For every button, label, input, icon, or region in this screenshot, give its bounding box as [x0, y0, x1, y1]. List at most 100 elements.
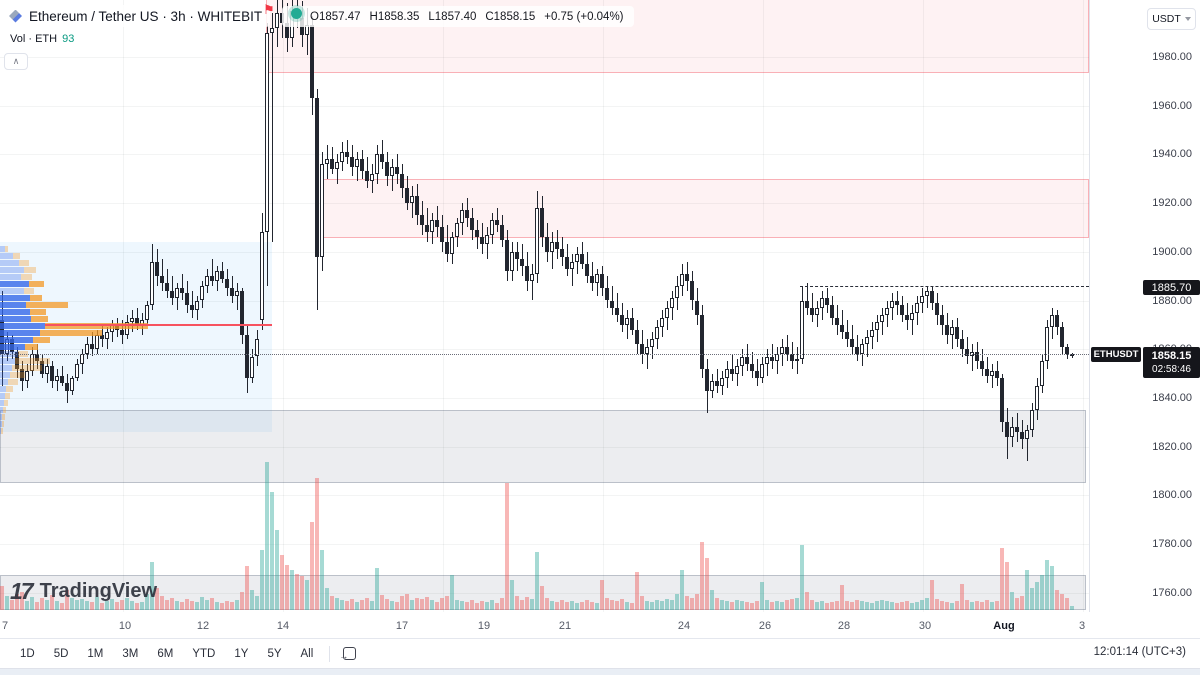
volume-profile-bar-buy	[0, 358, 15, 364]
candle-body	[145, 305, 149, 320]
candle-body	[415, 195, 419, 216]
candle-wick	[951, 319, 953, 350]
volume-legend-row[interactable]: Vol · ETH 93	[4, 30, 81, 47]
ohlc-high: H1858.35	[369, 10, 420, 23]
candle-body	[440, 227, 444, 243]
candle-body	[235, 290, 239, 296]
volume-bar	[695, 594, 699, 610]
volume-bar	[380, 595, 384, 610]
price-tick-label: 1920.00	[1152, 197, 1192, 209]
volume-bar	[985, 600, 989, 610]
candle-body	[560, 249, 564, 257]
volume-bar	[555, 602, 559, 610]
range-button-5y[interactable]: 5Y	[267, 647, 282, 660]
candle-body	[40, 361, 44, 374]
volume-profile-bar-buy	[0, 281, 29, 287]
candle-body	[520, 259, 524, 267]
volume-profile-bar-buy	[0, 246, 5, 252]
candle-body	[850, 339, 854, 347]
volume-bar	[50, 595, 54, 610]
volume-bar	[735, 600, 739, 610]
price-tick-label: 1760.00	[1152, 587, 1192, 599]
candle-body	[1055, 315, 1059, 328]
volume-bar	[185, 599, 189, 610]
candle-body	[350, 156, 354, 167]
volume-bar	[20, 592, 24, 610]
volume-bar	[905, 601, 909, 610]
candle-body	[50, 366, 54, 381]
candle-body	[650, 339, 654, 347]
chart-legend: Ethereum / Tether US · 3h · WHITEBIT Vol…	[4, 5, 271, 70]
candle-body	[365, 171, 369, 182]
volume-profile-bar-sell	[30, 309, 46, 315]
time-axis[interactable]: 7 10 12 14 17 19 21 24 26 28 30 Aug 3	[0, 612, 1200, 639]
go-to-date-icon[interactable]: →	[339, 646, 357, 661]
volume-bar	[1060, 594, 1064, 610]
volume-bar	[35, 602, 39, 610]
clock-timezone-label[interactable]: 12:01:14 (UTC+3)	[1093, 646, 1186, 658]
symbol-title-row[interactable]: Ethereum / Tether US · 3h · WHITEBIT	[4, 5, 271, 27]
currency-toggle-button[interactable]: USDT	[1147, 8, 1196, 30]
toolbar-divider	[329, 645, 331, 662]
range-button-ytd[interactable]: YTD	[192, 647, 216, 660]
event-dot-marker[interactable]	[291, 8, 302, 19]
volume-profile-bar-sell	[6, 386, 13, 392]
volume-bar	[925, 598, 929, 610]
grid-line-horizontal	[0, 447, 1089, 448]
volume-bar	[975, 601, 979, 610]
candle-wick	[971, 344, 973, 372]
volume-bar	[300, 576, 304, 610]
volume-bar	[980, 602, 984, 610]
candle-body	[375, 154, 379, 174]
collapse-legend-button[interactable]: ∧	[4, 52, 28, 70]
volume-bar	[620, 599, 624, 610]
volume-bar	[470, 600, 474, 610]
volume-bar	[910, 603, 914, 610]
candle-body	[865, 337, 869, 345]
volume-bar	[105, 601, 109, 610]
volume-profile-bar-buy	[0, 302, 26, 308]
volume-bar	[240, 592, 244, 610]
volume-bar	[1040, 575, 1044, 610]
price-tick-label: 1880.00	[1152, 295, 1192, 307]
candle-body	[65, 383, 69, 391]
candle-body	[995, 371, 999, 379]
candle-body	[45, 366, 49, 374]
price-axis[interactable]: 1980.00 1960.00 1940.00 1920.00 1900.00 1880.…	[1089, 0, 1200, 612]
candle-body	[445, 242, 449, 255]
volume-bar	[115, 602, 119, 610]
alert-flag-icon[interactable]: ⚑	[263, 2, 275, 17]
volume-bar	[875, 601, 879, 610]
range-button-all[interactable]: All	[300, 647, 314, 660]
volume-bar	[775, 601, 779, 610]
time-tick-label: 21	[558, 620, 572, 632]
volume-bar	[225, 601, 229, 610]
volume-bar	[820, 601, 824, 610]
range-button-1m[interactable]: 1M	[87, 647, 104, 660]
range-button-3m[interactable]: 3M	[122, 647, 139, 660]
volume-bar	[170, 598, 174, 610]
candle-body	[465, 210, 469, 218]
range-button-1y[interactable]: 1Y	[234, 647, 249, 660]
volume-profile-bar-sell	[30, 295, 42, 301]
range-button-5d[interactable]: 5D	[53, 647, 69, 660]
grid-line-vertical	[443, 0, 444, 612]
candle-body	[635, 329, 639, 345]
volume-bar	[540, 586, 544, 610]
ohlc-close: C1858.15	[485, 10, 536, 23]
candle-body	[1050, 315, 1054, 328]
volume-bar	[295, 574, 299, 610]
volume-bar	[590, 602, 594, 610]
volume-bar	[75, 600, 79, 610]
volume-bar	[0, 586, 4, 610]
chart-pane[interactable]: 17 TradingView	[0, 0, 1089, 612]
time-tick-label: 14	[276, 620, 290, 632]
volume-bar	[865, 602, 869, 610]
range-button-1d[interactable]: 1D	[20, 647, 35, 660]
candle-body	[215, 271, 219, 281]
range-button-6m[interactable]: 6M	[157, 647, 174, 660]
candle-body	[25, 371, 29, 381]
tradingview-watermark-text: TradingView	[39, 580, 158, 602]
volume-bar	[550, 601, 554, 610]
volume-profile-bar-buy	[0, 309, 30, 315]
